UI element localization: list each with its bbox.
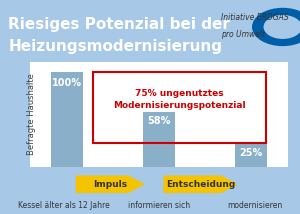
Text: Heizungsmodernisierung: Heizungsmodernisierung [8,39,222,54]
Text: pro Umwelt: pro Umwelt [221,30,266,39]
Text: 75% ungenutztes
Modernisierungspotenzial: 75% ungenutztes Modernisierungspotenzial [113,89,246,110]
Text: Befragte Haushalte: Befragte Haushalte [27,74,36,155]
Text: modernisieren: modernisieren [227,201,282,210]
Text: Entscheidung: Entscheidung [166,180,235,189]
Bar [51,72,83,167]
Text: Kessel älter als 12 Jahre: Kessel älter als 12 Jahre [18,201,110,210]
FancyArrow shape [76,176,143,192]
Text: 25%: 25% [239,148,263,158]
Bar [143,112,175,167]
Text: 58%: 58% [147,116,171,126]
Bar [235,143,267,167]
Text: Riesiges Potenzial bei der: Riesiges Potenzial bei der [8,17,230,32]
Text: Impuls: Impuls [93,180,127,189]
Circle shape [263,15,300,39]
Text: Initiative ERDGAS: Initiative ERDGAS [221,13,289,22]
Text: informieren sich: informieren sich [128,201,190,210]
Circle shape [252,8,300,46]
FancyArrow shape [164,176,236,192]
Bar [93,72,266,143]
Text: 100%: 100% [52,78,82,88]
